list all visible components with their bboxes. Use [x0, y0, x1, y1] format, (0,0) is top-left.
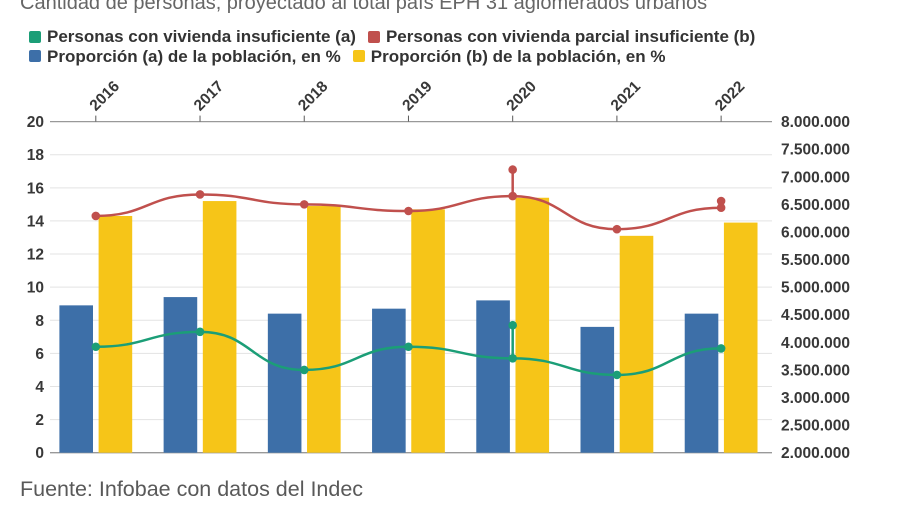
svg-text:7.500.000: 7.500.000 — [781, 142, 850, 159]
svg-text:4.000.000: 4.000.000 — [781, 335, 850, 352]
svg-text:8: 8 — [35, 313, 44, 330]
svg-text:16: 16 — [27, 180, 45, 197]
svg-text:2021: 2021 — [608, 78, 645, 115]
svg-text:2017: 2017 — [191, 78, 227, 114]
svg-text:18: 18 — [27, 147, 45, 164]
svg-text:2018: 2018 — [295, 78, 332, 115]
svg-text:14: 14 — [27, 213, 45, 230]
svg-text:2.000.000: 2.000.000 — [781, 445, 850, 462]
svg-text:6: 6 — [35, 346, 44, 363]
svg-text:10: 10 — [27, 280, 44, 297]
svg-text:2019: 2019 — [399, 78, 436, 115]
svg-text:2022: 2022 — [712, 78, 748, 114]
svg-text:2020: 2020 — [503, 78, 539, 114]
svg-text:4: 4 — [35, 379, 44, 396]
svg-text:2.500.000: 2.500.000 — [781, 418, 850, 435]
svg-text:5.500.000: 5.500.000 — [781, 252, 850, 269]
svg-text:2016: 2016 — [87, 78, 124, 115]
svg-text:0: 0 — [35, 445, 44, 462]
svg-text:5.000.000: 5.000.000 — [781, 280, 850, 297]
svg-text:2: 2 — [35, 412, 44, 429]
svg-text:6.000.000: 6.000.000 — [781, 224, 850, 241]
svg-text:7.000.000: 7.000.000 — [781, 169, 850, 186]
svg-text:8.000.000: 8.000.000 — [781, 114, 850, 131]
svg-text:6.500.000: 6.500.000 — [781, 197, 850, 214]
svg-text:4.500.000: 4.500.000 — [781, 307, 850, 324]
svg-text:20: 20 — [27, 114, 44, 131]
svg-text:3.500.000: 3.500.000 — [781, 362, 850, 379]
svg-text:12: 12 — [27, 247, 44, 264]
svg-text:3.000.000: 3.000.000 — [781, 390, 850, 407]
